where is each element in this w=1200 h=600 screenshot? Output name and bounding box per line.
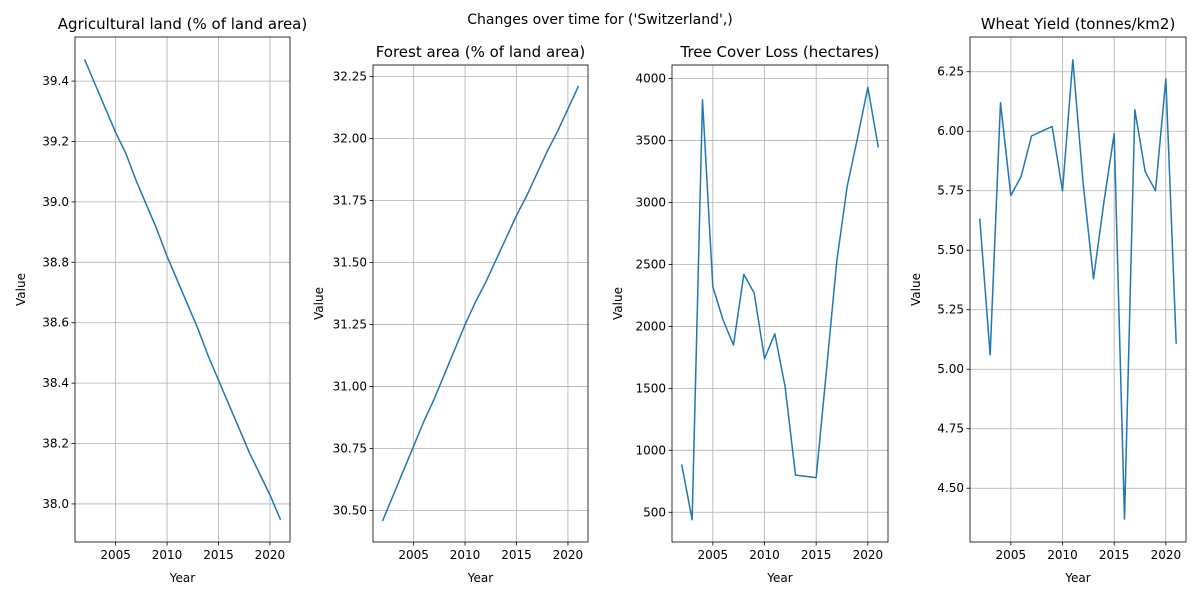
y-tick-label: 39.2 bbox=[42, 135, 69, 149]
subplot-title: Forest area (% of land area) bbox=[376, 43, 586, 61]
y-tick-label: 39.4 bbox=[42, 74, 69, 88]
x-tick-label: 2005 bbox=[398, 548, 429, 562]
x-tick-label: 2020 bbox=[853, 548, 884, 562]
y-tick-label: 6.00 bbox=[937, 124, 964, 138]
y-tick-label: 31.75 bbox=[333, 194, 367, 208]
y-tick-label: 500 bbox=[643, 505, 666, 519]
y-tick-label: 38.2 bbox=[42, 437, 69, 451]
x-tick-label: 2005 bbox=[698, 548, 729, 562]
x-tick-label: 2005 bbox=[996, 548, 1027, 562]
y-tick-label: 32.00 bbox=[333, 132, 367, 146]
x-tick-label: 2005 bbox=[100, 548, 131, 562]
x-tick-label: 2010 bbox=[1047, 548, 1078, 562]
y-tick-label: 38.4 bbox=[42, 376, 69, 390]
y-tick-label: 4000 bbox=[635, 72, 666, 86]
plot-frame bbox=[372, 64, 589, 543]
plot-frame bbox=[671, 64, 889, 543]
y-tick-label: 38.6 bbox=[42, 316, 69, 330]
y-tick-label: 32.25 bbox=[333, 70, 367, 84]
y-axis-label: Value bbox=[611, 287, 625, 320]
subplot-title: Wheat Yield (tonnes/km2) bbox=[981, 15, 1176, 33]
x-axis-label: Year bbox=[766, 571, 792, 585]
y-tick-label: 30.50 bbox=[333, 504, 367, 518]
plot-frame bbox=[74, 36, 291, 543]
y-tick-label: 5.50 bbox=[937, 243, 964, 257]
series-line bbox=[381, 85, 580, 522]
subplot-tree-cover-loss: Tree Cover Loss (hectares) Year Value 20… bbox=[611, 43, 889, 585]
subplot-forest-area: Forest area (% of land area) Year Value … bbox=[312, 43, 589, 585]
y-tick-label: 6.25 bbox=[937, 65, 964, 79]
series-line bbox=[83, 58, 282, 521]
y-tick-label: 3000 bbox=[635, 196, 666, 210]
y-tick-label: 2000 bbox=[635, 319, 666, 333]
series-line bbox=[680, 86, 880, 521]
x-tick-label: 2010 bbox=[152, 548, 183, 562]
x-tick-label: 2015 bbox=[501, 548, 532, 562]
y-tick-label: 5.75 bbox=[937, 184, 964, 198]
plot-frame bbox=[969, 36, 1187, 543]
x-tick-label: 2020 bbox=[255, 548, 286, 562]
x-tick-label: 2015 bbox=[801, 548, 832, 562]
y-axis-label: Value bbox=[909, 273, 923, 306]
x-tick-label: 2015 bbox=[1099, 548, 1130, 562]
y-tick-label: 39.0 bbox=[42, 195, 69, 209]
y-axis-label: Value bbox=[312, 287, 326, 320]
y-axis-label: Value bbox=[14, 273, 28, 306]
x-tick-label: 2020 bbox=[553, 548, 584, 562]
subplot-wheat-yield: Wheat Yield (tonnes/km2) Year Value 2005… bbox=[909, 15, 1187, 585]
y-tick-label: 38.8 bbox=[42, 255, 69, 269]
y-tick-label: 31.00 bbox=[333, 380, 367, 394]
y-tick-label: 2500 bbox=[635, 257, 666, 271]
y-tick-label: 3500 bbox=[635, 134, 666, 148]
subplot-title: Tree Cover Loss (hectares) bbox=[679, 43, 879, 61]
y-tick-label: 4.50 bbox=[937, 481, 964, 495]
subplot-title: Agricultural land (% of land area) bbox=[58, 15, 307, 33]
y-tick-label: 4.75 bbox=[937, 422, 964, 436]
y-tick-label: 1000 bbox=[635, 443, 666, 457]
x-axis-label: Year bbox=[169, 571, 195, 585]
y-tick-label: 5.00 bbox=[937, 362, 964, 376]
x-axis-label: Year bbox=[467, 571, 493, 585]
y-tick-label: 5.25 bbox=[937, 303, 964, 317]
x-axis-label: Year bbox=[1064, 571, 1090, 585]
x-tick-label: 2010 bbox=[749, 548, 780, 562]
x-tick-label: 2020 bbox=[1151, 548, 1182, 562]
x-tick-label: 2015 bbox=[203, 548, 234, 562]
y-tick-label: 38.0 bbox=[42, 497, 69, 511]
y-tick-label: 31.50 bbox=[333, 256, 367, 270]
subplot-agricultural-land: Agricultural land (% of land area) Year … bbox=[14, 15, 307, 585]
x-tick-label: 2010 bbox=[450, 548, 481, 562]
y-tick-label: 1500 bbox=[635, 381, 666, 395]
y-tick-label: 31.25 bbox=[333, 318, 367, 332]
figure-suptitle: Changes over time for ('Switzerland',) bbox=[467, 12, 733, 28]
y-tick-label: 30.75 bbox=[333, 442, 367, 456]
series-line bbox=[979, 59, 1177, 520]
